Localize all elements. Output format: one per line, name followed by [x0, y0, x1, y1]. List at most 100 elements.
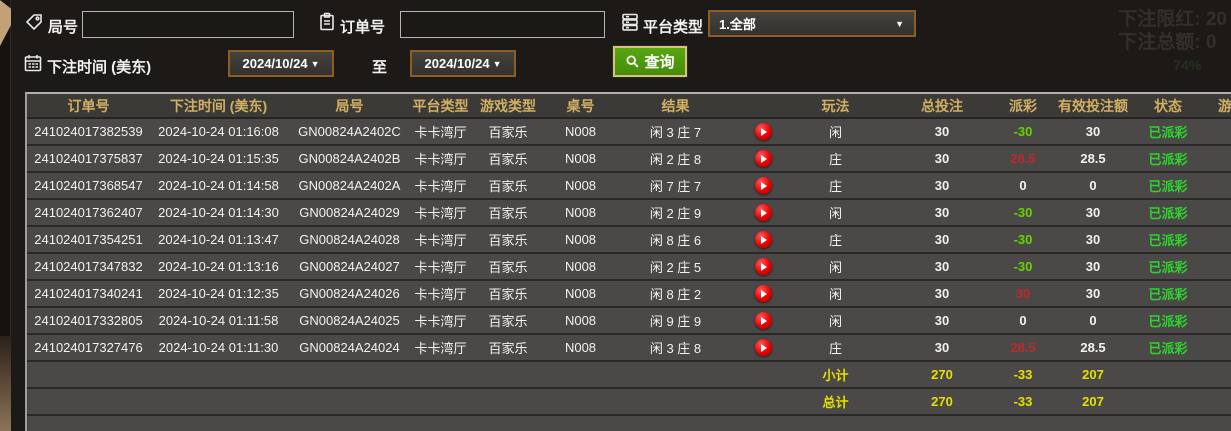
round-number-label: 局号: [48, 19, 79, 36]
cell-platform: 卡卡湾厅: [414, 206, 467, 221]
cell-order: 241024017354251: [34, 232, 143, 247]
cell-table: N008: [564, 286, 597, 301]
cell-result: 闲 3 庄 8: [649, 341, 702, 356]
cell-order: 241024017347832: [34, 259, 143, 274]
cell-order: 241024017332805: [34, 313, 143, 328]
date-from-value: 2024/10/24: [242, 56, 308, 71]
empty-cell: [1194, 200, 1231, 225]
left-edge-decoration: [0, 0, 11, 431]
cell-payout: 30: [1015, 286, 1031, 301]
column-header: 下注时间 (美东): [169, 97, 268, 114]
replay-cell: [737, 200, 789, 225]
play-icon[interactable]: [754, 204, 772, 221]
round-number-input[interactable]: [82, 11, 294, 38]
table-row: 241024017340241 2024-10-24 01:12:35 GN0082…: [27, 281, 1231, 308]
cell-valid: 30: [1085, 259, 1101, 274]
grand-total-row-valid-bet: 207: [1082, 394, 1104, 409]
platform-type-select[interactable]: 1.全部 ▼: [708, 10, 916, 37]
table-row: 241024017382539 2024-10-24 01:16:08 GN0082…: [27, 119, 1231, 146]
empty-cell: [1194, 335, 1231, 360]
empty-cell: [614, 362, 737, 387]
column-header: 派彩: [1009, 97, 1037, 114]
chevron-down-icon: ▼: [895, 18, 904, 29]
cell-game: 百家乐: [488, 341, 528, 356]
empty-cell: [27, 389, 150, 414]
order-number-input[interactable]: [400, 11, 605, 38]
cell-valid: 30: [1085, 286, 1101, 301]
column-header: 总投注: [921, 97, 963, 114]
cell-total: 30: [934, 178, 950, 193]
grand-total-row: 总计 270 -33 207: [27, 389, 1231, 416]
date-to-value: 2024/10/24: [424, 56, 490, 71]
cell-payout: 0: [1019, 178, 1027, 193]
cell-game: 百家乐: [488, 125, 528, 140]
play-icon[interactable]: [754, 150, 772, 167]
cell-result: 闲 8 庄 6: [649, 233, 702, 248]
empty-cell: [1194, 281, 1231, 306]
cell-total: 30: [934, 232, 950, 247]
cell-platform: 卡卡湾厅: [414, 260, 467, 275]
empty-cell: [1194, 227, 1231, 252]
empty-cell: [1194, 254, 1231, 279]
cell-game: 百家乐: [488, 152, 528, 167]
platform-type-icon: [620, 12, 640, 32]
cell-result: 闲 7 庄 7: [649, 179, 702, 194]
play-icon[interactable]: [754, 312, 772, 329]
cell-result: 闲 3 庄 7: [649, 125, 702, 140]
filter-bar: 局号 订单号 平台类型 1.全部 ▼ 下注时间 (美东) 2024/10/24 …: [12, 0, 1231, 92]
cell-table: N008: [564, 259, 597, 274]
replay-cell: [737, 227, 789, 252]
cell-valid: 28.5: [1080, 151, 1106, 166]
cell-valid: 30: [1085, 124, 1101, 139]
play-icon[interactable]: [754, 285, 772, 302]
cell-result: 闲 8 庄 2: [649, 287, 702, 302]
cell-status: 已派彩: [1148, 233, 1188, 248]
cell-payout: -30: [1013, 124, 1033, 139]
platform-type-label: 平台类型: [643, 19, 704, 36]
cell-total: 30: [934, 205, 950, 220]
empty-cell: [737, 389, 789, 414]
date-to-label: 至: [372, 59, 388, 76]
cell-platform: 卡卡湾厅: [414, 125, 467, 140]
cell-round: GN00824A24024: [299, 340, 400, 355]
cell-valid: 30: [1085, 232, 1101, 247]
cell-round: GN00824A24028: [299, 232, 400, 247]
cell-table: N008: [564, 232, 597, 247]
date-to-select[interactable]: 2024/10/24 ▼: [410, 50, 516, 77]
table-row: 241024017332805 2024-10-24 01:11:58 GN0082…: [27, 308, 1231, 335]
sidebar-collapse-arrow[interactable]: [0, 0, 11, 47]
column-header: 桌号: [566, 97, 595, 114]
subtotal-row-payout: -33: [1013, 367, 1033, 382]
cell-table: N008: [564, 313, 597, 328]
play-icon[interactable]: [754, 258, 772, 275]
cell-game: 百家乐: [488, 260, 528, 275]
empty-cell: [27, 362, 150, 387]
empty-cell: [150, 389, 287, 414]
cell-order: 241024017340241: [34, 286, 143, 301]
empty-cell: [547, 389, 614, 414]
replay-cell: [737, 146, 789, 171]
cell-payout: 0: [1019, 313, 1027, 328]
background-text-total: 下注总额: 0: [1118, 32, 1217, 53]
play-icon[interactable]: [754, 177, 772, 194]
play-icon[interactable]: [754, 123, 772, 140]
empty-cell: [1142, 362, 1194, 387]
order-number-label: 订单号: [340, 19, 386, 36]
cell-platform: 卡卡湾厅: [414, 233, 467, 248]
cell-platform: 卡卡湾厅: [414, 287, 467, 302]
play-icon[interactable]: [754, 339, 772, 356]
table-row: 241024017354251 2024-10-24 01:13:47 GN0082…: [27, 227, 1231, 254]
subtotal-row-label: 小计: [822, 368, 849, 383]
cell-status: 已派彩: [1148, 206, 1188, 221]
cell-valid: 0: [1089, 178, 1097, 193]
cell-order: 241024017327476: [34, 340, 143, 355]
cell-bet: 庄: [828, 341, 842, 356]
cell-table: N008: [564, 124, 597, 139]
date-from-select[interactable]: 2024/10/24 ▼: [228, 50, 334, 77]
empty-cell: [150, 362, 287, 387]
empty-cell: [469, 389, 547, 414]
query-button[interactable]: 查询: [612, 45, 688, 78]
cell-game: 百家乐: [488, 314, 528, 329]
play-icon[interactable]: [754, 231, 772, 248]
column-header: 平台类型: [412, 97, 469, 114]
